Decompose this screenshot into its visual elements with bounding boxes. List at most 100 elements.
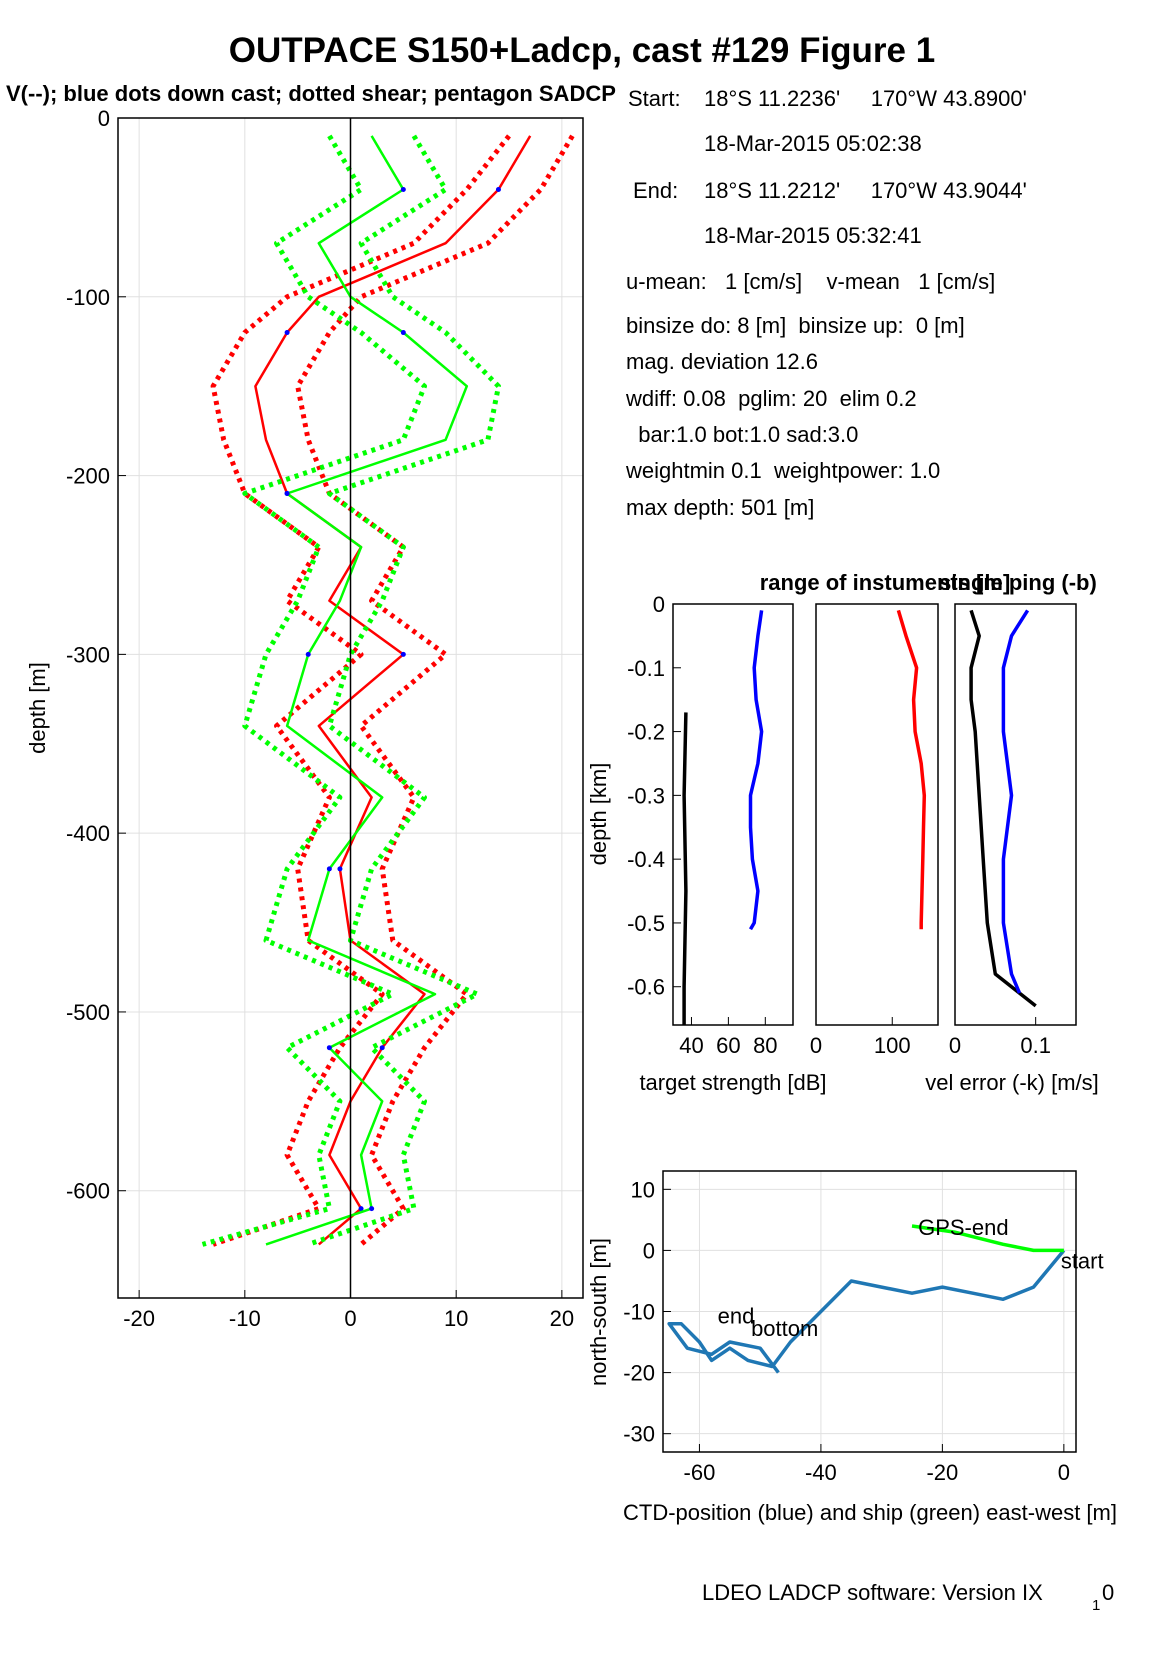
x-tick-label: 10 xyxy=(444,1306,468,1331)
weight-info: weightmin 0.1 weightpower: 1.0 xyxy=(625,458,940,483)
x-tick-label: 20 xyxy=(550,1306,574,1331)
instrument-range-panel: 0 100 xyxy=(810,603,939,1058)
y-tick-label: 0 xyxy=(98,106,110,131)
downcast-dot xyxy=(400,651,406,657)
y-tick-label: -200 xyxy=(66,464,110,489)
x-tick-label: 40 xyxy=(679,1033,703,1058)
y-tick-label: -300 xyxy=(66,642,110,667)
y-tick-label: -500 xyxy=(66,1000,110,1025)
y-tick-label: -10 xyxy=(623,1300,655,1325)
series-line-green-1 xyxy=(911,1224,1064,1253)
start-label: Start: xyxy=(628,86,681,111)
y-tick-label: 0 xyxy=(653,592,665,617)
panel-title-red: range of instuments [m] xyxy=(760,570,1011,595)
plot-area xyxy=(673,604,793,1025)
series-line-blue-1 xyxy=(1001,609,1030,994)
cast-info: Start: 18°S 11.2236' 170°W 43.8900' 18-M… xyxy=(625,86,1027,520)
max-depth: max depth: 501 [m] xyxy=(626,495,814,520)
series-line-black-0 xyxy=(969,609,1037,1008)
x-tick-label: -60 xyxy=(684,1460,716,1485)
series-line-black-1 xyxy=(682,712,688,1025)
software-version: LDEO LADCP software: Version IX xyxy=(702,1580,1043,1605)
y-tick-label: -0.1 xyxy=(627,656,665,681)
figure-title: OUTPACE S150+Ladcp, cast #129 Figure 1 xyxy=(229,31,935,70)
series-line-red-0 xyxy=(896,609,927,930)
velocity-means: u-mean: 1 [cm/s] v-mean 1 [cm/s] xyxy=(626,269,995,294)
x-tick-label: -40 xyxy=(805,1460,837,1485)
x-tick-label: 0.1 xyxy=(1020,1033,1051,1058)
axes-frame xyxy=(815,603,939,1026)
position-panel: -60 -40 -20 0 10 0 -10 -20 -30 north-south [m] CTD… xyxy=(586,1170,1117,1525)
series-line-blue-0 xyxy=(748,610,764,931)
y-tick-label: -30 xyxy=(623,1422,655,1447)
footer: LDEO LADCP software: Version IX 1 0 xyxy=(702,1580,1114,1614)
downcast-dot xyxy=(337,866,343,872)
start-time: 18-Mar-2015 05:02:38 xyxy=(704,131,922,156)
downcast-dot xyxy=(400,330,406,336)
axes-frame xyxy=(954,603,1077,1026)
x-tick-label: 0 xyxy=(344,1306,356,1331)
y-axis-label: depth [km] xyxy=(586,763,611,866)
y-tick-label: 10 xyxy=(631,1177,655,1202)
end-label: End: xyxy=(633,178,678,203)
x-axis-label: target strength [dB] xyxy=(639,1070,826,1095)
binsize-info: binsize do: 8 [m] binsize up: 0 [m] xyxy=(626,313,965,338)
x-axis-label: CTD-position (blue) and ship (green) eas… xyxy=(623,1500,1117,1525)
downcast-dot xyxy=(369,1206,375,1212)
downcast-dot xyxy=(326,866,332,872)
y-tick-label: -400 xyxy=(66,821,110,846)
downcast-dot xyxy=(358,1206,364,1212)
velocity-error-panel: 0 0.1 single ping (-b) vel error (-k) [m/s] xyxy=(925,570,1099,1095)
end-position: 18°S 11.2212' 170°W 43.9044' xyxy=(704,178,1027,203)
series-line-red-2 xyxy=(210,134,511,1247)
downcast-dot xyxy=(326,1045,332,1051)
annotation-start: start xyxy=(1061,1249,1104,1274)
y-tick-label: -0.5 xyxy=(627,911,665,936)
annotation-bottom: bottom xyxy=(751,1316,818,1341)
y-tick-label: 0 xyxy=(643,1238,655,1263)
end-time: 18-Mar-2015 05:32:41 xyxy=(704,223,922,248)
x-tick-label: -20 xyxy=(123,1306,155,1331)
x-tick-label: 80 xyxy=(753,1033,777,1058)
series-line-green-4 xyxy=(307,134,501,1247)
x-tick-label: 0 xyxy=(949,1033,961,1058)
x-tick-label: 100 xyxy=(874,1033,911,1058)
y-tick-label: -100 xyxy=(66,285,110,310)
annotation-end: end xyxy=(718,1304,755,1329)
plot-area xyxy=(816,604,938,1025)
software-version-sub: 1 xyxy=(1092,1597,1100,1614)
start-position: 18°S 11.2236' 170°W 43.8900' xyxy=(704,86,1027,111)
y-tick-label: -0.6 xyxy=(627,975,665,1000)
series-line-ctd-0 xyxy=(667,1249,1066,1374)
figure-subtitle: V(--); blue dots down cast; dotted shear… xyxy=(6,81,616,106)
downcast-dot xyxy=(495,187,501,193)
x-tick-label: -20 xyxy=(926,1460,958,1485)
y-tick-label: -0.2 xyxy=(627,720,665,745)
annotation-gps-end: GPS-end xyxy=(918,1215,1009,1240)
bar-info: bar:1.0 bot:1.0 sad:3.0 xyxy=(626,422,858,447)
y-tick-label: -600 xyxy=(66,1179,110,1204)
x-axis-label: vel error (-k) [m/s] xyxy=(925,1070,1099,1095)
y-axis-label: depth [m] xyxy=(25,662,50,754)
software-version-tail: 0 xyxy=(1102,1580,1114,1605)
downcast-dot xyxy=(400,187,406,193)
mag-deviation: mag. deviation 12.6 xyxy=(626,349,818,374)
downcast-dot xyxy=(305,651,311,657)
downcast-dot xyxy=(379,1045,385,1051)
y-tick-label: -0.4 xyxy=(627,847,665,872)
wdiff-info: wdiff: 0.08 pglim: 20 elim 0.2 xyxy=(625,386,917,411)
x-tick-label: 60 xyxy=(716,1033,740,1058)
y-axis-label: north-south [m] xyxy=(586,1238,611,1386)
x-tick-label: 0 xyxy=(810,1033,822,1058)
panel-title-blue: single ping (-b) xyxy=(939,570,1097,595)
plot-area xyxy=(955,604,1076,1025)
series-line-green-5 xyxy=(201,134,427,1247)
axes-frame xyxy=(672,603,794,1026)
x-tick-label: 0 xyxy=(1058,1460,1070,1485)
downcast-dot xyxy=(284,330,290,336)
y-tick-label: -0.3 xyxy=(627,783,665,808)
downcast-dot xyxy=(284,490,290,496)
velocity-profile-panel: -20 -10 0 10 200-100-200-300-400-500-600dept… xyxy=(25,106,584,1331)
target-strength-panel: 40 60 80 0 -0.1 -0.2 -0.3 -0.4 -0.5 -0.6 depth [km… xyxy=(586,570,1010,1095)
